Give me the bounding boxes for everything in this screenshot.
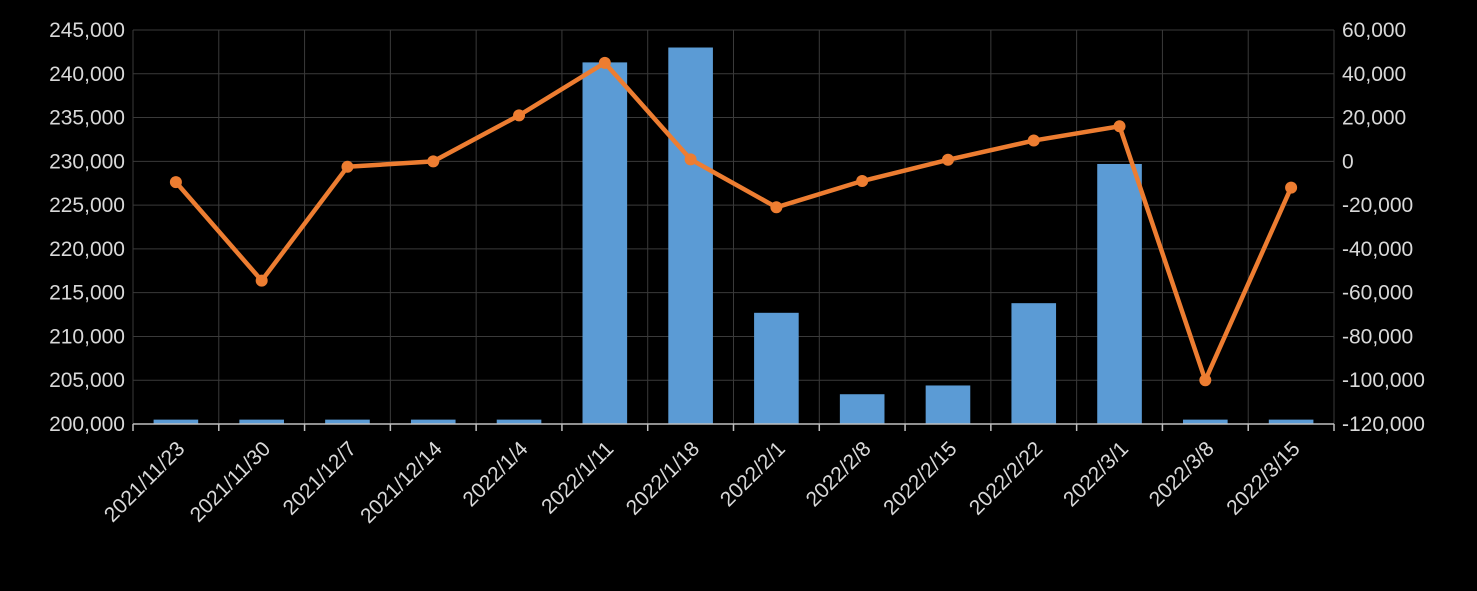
axes xyxy=(132,423,1335,431)
x-tick-label: 2022/1/11 xyxy=(537,437,618,518)
line-point xyxy=(169,176,182,189)
right-tick-label: -20,000 xyxy=(1342,194,1413,217)
bar xyxy=(668,47,713,425)
bar xyxy=(325,419,370,424)
right-tick-label: -100,000 xyxy=(1342,369,1425,392)
x-tick-label: 2022/3/1 xyxy=(1059,437,1133,511)
left-tick-label: 225,000 xyxy=(49,194,125,217)
bar xyxy=(839,394,885,424)
left-tick-label: 240,000 xyxy=(49,63,125,86)
line-point xyxy=(1199,374,1212,387)
line-point xyxy=(856,175,869,188)
line-point xyxy=(341,160,354,173)
x-tick-label: 2022/1/18 xyxy=(622,437,704,519)
left-tick-label: 210,000 xyxy=(49,325,125,348)
bar xyxy=(1268,419,1314,424)
x-tick-label: 2021/11/30 xyxy=(186,437,275,526)
right-tick-label: 0 xyxy=(1342,150,1354,173)
left-tick-label: 235,000 xyxy=(49,107,125,130)
bar xyxy=(153,419,199,424)
series-line xyxy=(173,60,1294,383)
line-point xyxy=(598,56,611,69)
bar xyxy=(582,62,628,424)
left-tick-label: 245,000 xyxy=(49,19,125,42)
x-tick-label: 2022/2/15 xyxy=(879,437,961,519)
bar xyxy=(754,312,799,424)
left-tick-label: 205,000 xyxy=(49,369,125,392)
left-tick-label: 230,000 xyxy=(49,150,125,173)
bar xyxy=(239,419,284,424)
right-tick-label: 60,000 xyxy=(1342,19,1406,42)
x-tick-label: 2022/3/8 xyxy=(1145,437,1219,511)
right-tick-label: -40,000 xyxy=(1342,238,1413,261)
left-axis-ticks: 200,000 205,000 210,000 215,000 220,000 225,0… xyxy=(49,19,125,436)
x-tick-label: 2022/2/8 xyxy=(802,437,876,511)
bar xyxy=(1097,163,1142,424)
x-tick-label: 2022/2/22 xyxy=(965,437,1047,519)
bar xyxy=(496,419,542,424)
x-tick-label: 2021/11/23 xyxy=(100,437,189,526)
line-point xyxy=(684,153,697,166)
right-tick-label: -120,000 xyxy=(1342,413,1425,436)
bar xyxy=(410,419,456,424)
left-tick-label: 200,000 xyxy=(49,413,125,436)
x-tick-label: 2021/12/7 xyxy=(279,437,361,519)
line-point xyxy=(941,153,954,166)
line-point xyxy=(1027,134,1040,147)
line-point xyxy=(513,109,526,122)
right-tick-label: 40,000 xyxy=(1342,63,1406,86)
line-point xyxy=(427,155,440,168)
line-point xyxy=(255,274,268,287)
x-tick-label: 2022/1/4 xyxy=(459,437,533,511)
x-tick-label: 2022/2/1 xyxy=(716,437,790,511)
line-point xyxy=(1285,181,1298,194)
x-tick-label: 2022/3/15 xyxy=(1222,437,1304,519)
right-tick-label: 20,000 xyxy=(1342,107,1406,130)
bar-series xyxy=(153,47,1314,425)
line-series xyxy=(169,56,1298,387)
bar xyxy=(1183,419,1228,424)
left-tick-label: 215,000 xyxy=(49,282,125,305)
bar xyxy=(1011,303,1057,424)
right-tick-label: -80,000 xyxy=(1342,325,1413,348)
bar xyxy=(925,385,971,424)
left-tick-label: 220,000 xyxy=(49,238,125,261)
right-tick-label: -60,000 xyxy=(1342,282,1413,305)
right-axis-ticks: -120,000 -100,000 -80,000 -60,000 -40,000 -20… xyxy=(1342,19,1425,436)
line-point xyxy=(1113,120,1126,133)
x-tick-label: 2021/12/14 xyxy=(356,437,447,528)
line-point xyxy=(770,201,783,214)
